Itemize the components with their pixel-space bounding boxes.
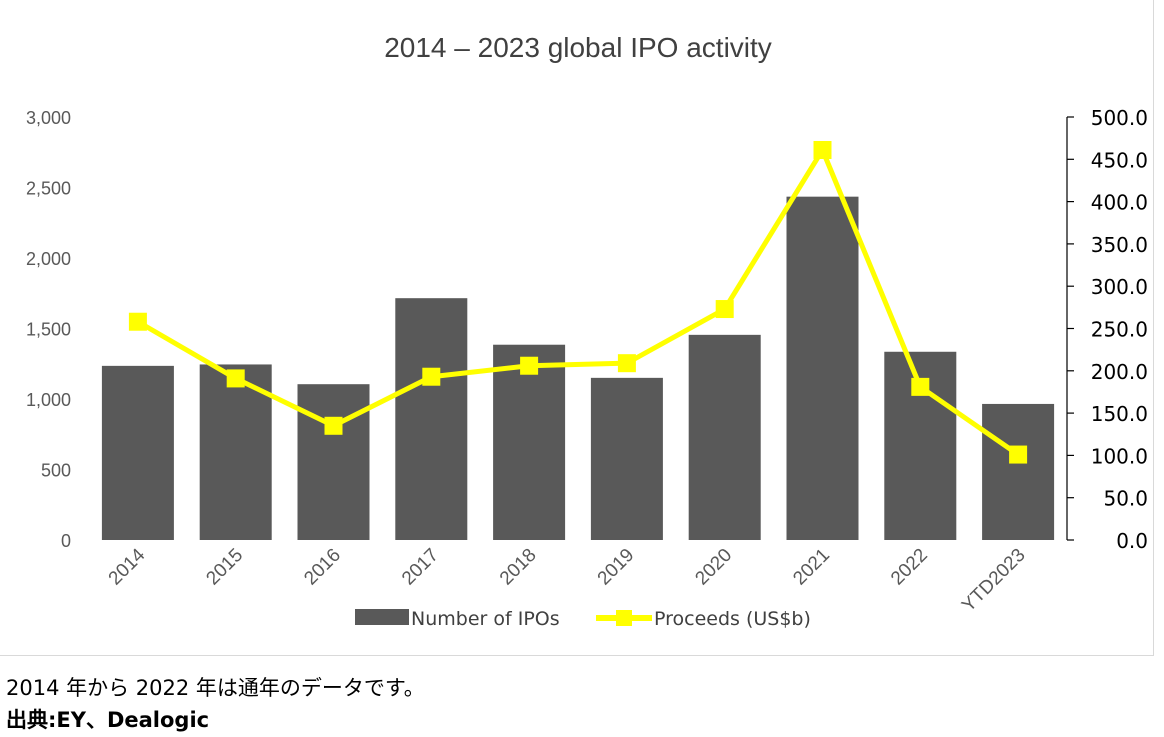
note-data-period: 2014 年から 2022 年は通年のデータです。 bbox=[6, 676, 425, 700]
left-tick-label: 2,500 bbox=[26, 179, 71, 199]
left-tick-label: 1,500 bbox=[26, 320, 71, 340]
right-tick-label: 300.0 bbox=[1091, 275, 1148, 299]
proceeds-marker-2015 bbox=[226, 369, 245, 388]
left-tick-label: 0 bbox=[61, 531, 71, 551]
proceeds-marker-2020 bbox=[715, 300, 734, 319]
bar-2019 bbox=[590, 377, 663, 540]
proceeds-marker-2021 bbox=[813, 140, 832, 159]
chart-title: 2014 – 2023 global IPO activity bbox=[384, 32, 772, 63]
legend-bar-label: Number of IPOs bbox=[411, 608, 560, 630]
right-tick-label: 250.0 bbox=[1091, 318, 1148, 342]
proceeds-marker-2019 bbox=[617, 354, 636, 373]
left-tick-label: 2,000 bbox=[26, 249, 71, 269]
legend-line-label: Proceeds (US$b) bbox=[654, 608, 811, 630]
bar-2016 bbox=[297, 384, 370, 540]
left-tick-label: 500 bbox=[41, 461, 71, 481]
left-tick-label: 3,000 bbox=[26, 108, 71, 128]
x-tick-label: 2019 bbox=[594, 545, 639, 590]
bar-2015 bbox=[199, 364, 272, 540]
x-tick-label: 2014 bbox=[105, 544, 150, 589]
x-tick-label: 2015 bbox=[202, 545, 247, 590]
x-tick-label: 2021 bbox=[789, 545, 834, 590]
x-tick-label: 2022 bbox=[887, 545, 932, 590]
bar-2017 bbox=[395, 298, 468, 540]
legend-line-marker bbox=[616, 610, 632, 626]
right-tick-label: 50.0 bbox=[1103, 487, 1148, 511]
right-tick-label: 0.0 bbox=[1116, 529, 1148, 553]
left-tick-label: 1,000 bbox=[26, 390, 71, 410]
bar-2020 bbox=[688, 334, 761, 540]
ipo-chart: 2014 – 2023 global IPO activity 0.0 50.0 1… bbox=[26, 32, 1148, 630]
right-tick-label: 450.0 bbox=[1091, 148, 1148, 172]
right-tick-label: 400.0 bbox=[1091, 191, 1148, 215]
right-tick-label: 350.0 bbox=[1091, 233, 1148, 257]
proceeds-marker-2017 bbox=[422, 367, 441, 386]
x-tick-label: 2016 bbox=[300, 545, 345, 590]
x-tick-label: 2020 bbox=[691, 545, 736, 590]
x-tick-label: 2018 bbox=[496, 545, 541, 590]
right-tick-label: 150.0 bbox=[1091, 402, 1148, 426]
bar-ytd2023 bbox=[982, 403, 1055, 540]
x-tick-label: 2017 bbox=[398, 545, 443, 590]
proceeds-marker-2014 bbox=[128, 312, 147, 331]
bar-2021 bbox=[786, 196, 859, 541]
right-tick-label: 500.0 bbox=[1091, 106, 1148, 130]
proceeds-marker-2018 bbox=[520, 356, 539, 375]
bar-2018 bbox=[493, 344, 566, 540]
legend: Number of IPOs Proceeds (US$b) bbox=[355, 608, 811, 630]
proceeds-marker-ytd2023 bbox=[1009, 445, 1028, 464]
right-tick-label: 100.0 bbox=[1091, 444, 1148, 468]
proceeds-marker-2016 bbox=[324, 416, 343, 435]
chart-frame bbox=[0, 0, 1154, 656]
right-tick-label: 200.0 bbox=[1091, 360, 1148, 384]
proceeds-line bbox=[136, 147, 1020, 457]
x-tick-label: YTD2023 bbox=[958, 545, 1030, 617]
note-source: 出典:EY、Dealogic bbox=[6, 708, 210, 732]
proceeds-marker-2022 bbox=[911, 377, 930, 396]
legend-bar-swatch bbox=[355, 609, 409, 625]
bar-2014 bbox=[101, 365, 174, 540]
